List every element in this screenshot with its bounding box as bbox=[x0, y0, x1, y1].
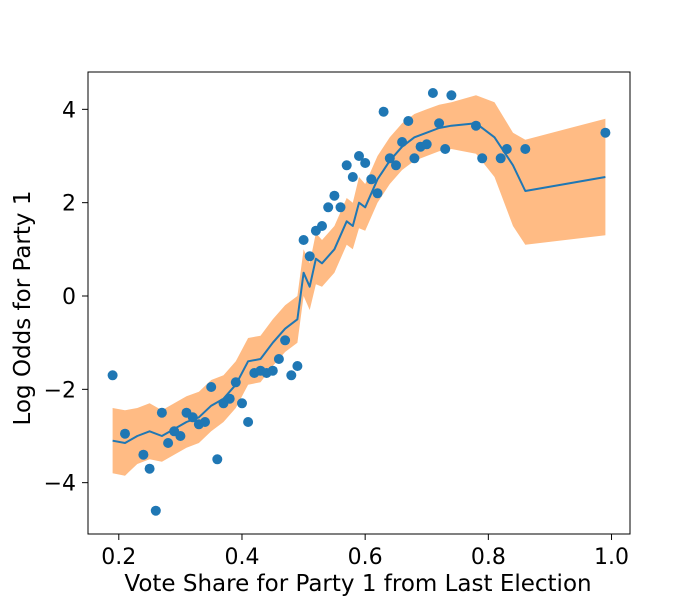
data-point bbox=[267, 365, 278, 376]
x-tick-label: 0.2 bbox=[101, 545, 136, 570]
data-point bbox=[298, 235, 309, 245]
y-tick-label: 4 bbox=[62, 98, 76, 123]
data-point bbox=[471, 120, 481, 131]
x-axis-ticks: 0.2 0.4 0.6 0.8 1.0 bbox=[101, 534, 629, 570]
data-point bbox=[156, 407, 167, 418]
data-point bbox=[292, 361, 303, 371]
data-point bbox=[317, 221, 327, 231]
data-point bbox=[286, 370, 297, 381]
data-point bbox=[409, 153, 420, 164]
x-tick-label: 0.4 bbox=[224, 545, 259, 570]
y-axis-label: Log Odds for Party 1 bbox=[10, 191, 36, 426]
data-point bbox=[501, 144, 512, 154]
data-point bbox=[200, 417, 210, 427]
data-point bbox=[187, 412, 198, 423]
data-point bbox=[120, 428, 130, 439]
data-point bbox=[354, 151, 364, 161]
y-tick-label: −4 bbox=[44, 472, 76, 497]
data-point bbox=[427, 88, 438, 98]
data-point bbox=[434, 118, 445, 129]
data-point bbox=[372, 188, 383, 199]
data-point bbox=[391, 160, 401, 171]
data-point bbox=[273, 354, 284, 364]
data-point bbox=[440, 144, 451, 154]
y-axis-ticks: 4 2 0 −2 −4 bbox=[44, 98, 88, 497]
x-tick-label: 0.6 bbox=[348, 545, 383, 570]
data-point bbox=[421, 139, 432, 150]
data-point bbox=[347, 172, 358, 182]
x-tick-label: 1.0 bbox=[594, 545, 629, 570]
data-point bbox=[280, 335, 291, 346]
y-tick-label: 0 bbox=[62, 285, 76, 310]
data-point bbox=[397, 137, 408, 147]
data-point bbox=[477, 153, 488, 164]
data-point bbox=[600, 127, 611, 138]
plot-frame bbox=[87, 71, 631, 535]
x-tick-label: 0.8 bbox=[471, 545, 506, 570]
data-point bbox=[206, 382, 217, 392]
data-point bbox=[366, 174, 377, 185]
data-point bbox=[446, 90, 457, 101]
x-axis-label: Vote Share for Party 1 from Last Electio… bbox=[124, 571, 591, 597]
data-point bbox=[378, 106, 389, 117]
y-tick-label: −2 bbox=[44, 378, 76, 403]
data-point bbox=[107, 370, 118, 381]
data-point bbox=[144, 463, 155, 474]
data-point bbox=[150, 505, 161, 516]
data-point bbox=[495, 153, 506, 164]
data-point bbox=[341, 160, 352, 171]
y-tick-label: 2 bbox=[62, 192, 76, 217]
data-point bbox=[304, 251, 315, 262]
data-point bbox=[237, 398, 247, 409]
data-point bbox=[163, 438, 174, 448]
data-point bbox=[230, 377, 241, 388]
data-point bbox=[403, 116, 414, 126]
data-point bbox=[520, 144, 531, 154]
data-point bbox=[243, 417, 254, 427]
data-point bbox=[384, 153, 395, 164]
data-point bbox=[212, 454, 223, 465]
data-point bbox=[224, 393, 235, 404]
data-point bbox=[138, 449, 149, 460]
data-point bbox=[329, 190, 340, 201]
data-point bbox=[360, 158, 371, 168]
scatter-point-layer bbox=[107, 88, 611, 516]
data-point bbox=[335, 202, 346, 213]
data-point bbox=[175, 431, 186, 441]
data-point bbox=[323, 202, 334, 213]
